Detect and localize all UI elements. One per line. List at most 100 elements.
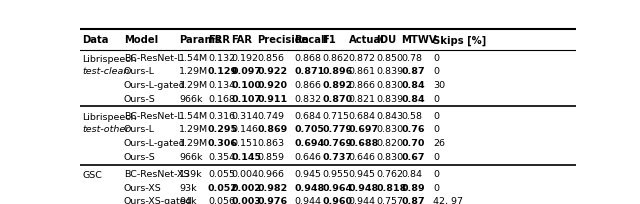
Text: 0.715: 0.715	[322, 112, 349, 121]
Text: 0.84: 0.84	[401, 94, 425, 103]
Text: 0: 0	[433, 112, 439, 121]
Text: BC-ResNet-L: BC-ResNet-L	[124, 53, 182, 62]
Text: 1.29M: 1.29M	[179, 67, 209, 76]
Text: 0.749: 0.749	[257, 112, 285, 121]
Text: 0.134: 0.134	[208, 81, 235, 90]
Text: 0.146: 0.146	[231, 125, 259, 134]
Text: 0.84: 0.84	[401, 170, 422, 179]
Text: 0.955: 0.955	[322, 170, 349, 179]
Text: Ours-XS-gated: Ours-XS-gated	[124, 197, 192, 204]
Text: 0.87: 0.87	[401, 67, 425, 76]
Text: 0.295: 0.295	[208, 125, 238, 134]
Text: 0.002: 0.002	[231, 184, 261, 193]
Text: 0.818: 0.818	[376, 184, 407, 193]
Text: 0: 0	[433, 53, 439, 62]
Text: 0.316: 0.316	[208, 112, 235, 121]
Text: 0.922: 0.922	[257, 67, 288, 76]
Text: 0.866: 0.866	[294, 81, 321, 90]
Text: 0.107: 0.107	[231, 94, 261, 103]
Text: FRR: FRR	[208, 35, 230, 45]
Text: 0.892: 0.892	[322, 81, 352, 90]
Text: 0.67: 0.67	[401, 153, 425, 162]
Text: 0.779: 0.779	[322, 125, 352, 134]
Text: 0.87: 0.87	[401, 197, 425, 204]
Text: 0.097: 0.097	[231, 67, 261, 76]
Text: 0.004: 0.004	[231, 170, 259, 179]
Text: Ours-L: Ours-L	[124, 67, 155, 76]
Text: 0.757: 0.757	[376, 197, 404, 204]
Text: 0.872: 0.872	[349, 53, 376, 62]
Text: 0.192: 0.192	[231, 53, 259, 62]
Text: Actual: Actual	[349, 35, 385, 45]
Text: 139k: 139k	[179, 170, 203, 179]
Text: 0.132: 0.132	[208, 53, 235, 62]
Text: 0.769: 0.769	[322, 139, 352, 148]
Text: 0.145: 0.145	[231, 153, 261, 162]
Text: 0.705: 0.705	[294, 125, 324, 134]
Text: 0.052: 0.052	[208, 184, 238, 193]
Text: 0.78: 0.78	[401, 53, 422, 62]
Text: 0.684: 0.684	[349, 112, 376, 121]
Text: 0.129: 0.129	[208, 67, 238, 76]
Text: 0.168: 0.168	[208, 94, 235, 103]
Text: GSC: GSC	[83, 171, 102, 180]
Text: 0: 0	[433, 67, 439, 76]
Text: 0.982: 0.982	[257, 184, 288, 193]
Text: 0.869: 0.869	[257, 125, 288, 134]
Text: 0.832: 0.832	[294, 94, 321, 103]
Text: 0: 0	[433, 170, 439, 179]
Text: 0.646: 0.646	[294, 153, 321, 162]
Text: 0.056: 0.056	[208, 197, 235, 204]
Text: 0.863: 0.863	[257, 139, 285, 148]
Text: 0: 0	[433, 125, 439, 134]
Text: 0.948: 0.948	[294, 184, 324, 193]
Text: 1.54M: 1.54M	[179, 53, 209, 62]
Text: Ours-L-gated: Ours-L-gated	[124, 81, 186, 90]
Text: Recall: Recall	[294, 35, 328, 45]
Text: 0.76: 0.76	[401, 125, 425, 134]
Text: 1.29M: 1.29M	[179, 139, 209, 148]
Text: 0.964: 0.964	[322, 184, 352, 193]
Text: 966k: 966k	[179, 94, 203, 103]
Text: 0.896: 0.896	[322, 67, 352, 76]
Text: 0.762: 0.762	[376, 170, 404, 179]
Text: 0.862: 0.862	[322, 53, 349, 62]
Text: 0.646: 0.646	[349, 153, 376, 162]
Text: 0.151: 0.151	[231, 139, 259, 148]
Text: Ours-L: Ours-L	[124, 125, 155, 134]
Text: MTWV: MTWV	[401, 35, 437, 45]
Text: 0.89: 0.89	[401, 184, 425, 193]
Text: 0.866: 0.866	[349, 81, 376, 90]
Text: test-other: test-other	[83, 125, 130, 134]
Text: Ours-XS: Ours-XS	[124, 184, 161, 193]
Text: 0.820: 0.820	[376, 139, 404, 148]
Text: 0.830: 0.830	[376, 125, 404, 134]
Text: 0.737: 0.737	[322, 153, 352, 162]
Text: 966k: 966k	[179, 153, 203, 162]
Text: 0.944: 0.944	[349, 197, 376, 204]
Text: IOU: IOU	[376, 35, 397, 45]
Text: 0.830: 0.830	[376, 81, 404, 90]
Text: BC-ResNet-XS: BC-ResNet-XS	[124, 170, 189, 179]
Text: 0.859: 0.859	[257, 153, 285, 162]
Text: 0.684: 0.684	[294, 112, 321, 121]
Text: 0: 0	[433, 184, 439, 193]
Text: 0.839: 0.839	[376, 67, 404, 76]
Text: Ours-S: Ours-S	[124, 94, 156, 103]
Text: Model: Model	[124, 35, 158, 45]
Text: 0.911: 0.911	[257, 94, 288, 103]
Text: 0.850: 0.850	[376, 53, 404, 62]
Text: F1: F1	[322, 35, 336, 45]
Text: test-clean: test-clean	[83, 67, 130, 76]
Text: Params: Params	[179, 35, 221, 45]
Text: Skips [%]: Skips [%]	[433, 35, 486, 45]
Text: 30: 30	[433, 81, 445, 90]
Text: 0.920: 0.920	[257, 81, 287, 90]
Text: 0.314: 0.314	[231, 112, 259, 121]
Text: 0.945: 0.945	[294, 170, 321, 179]
Text: 0.839: 0.839	[376, 94, 404, 103]
Text: 0.856: 0.856	[257, 53, 285, 62]
Text: Data: Data	[83, 35, 109, 45]
Text: 0.70: 0.70	[401, 139, 425, 148]
Text: 0.84: 0.84	[401, 81, 425, 90]
